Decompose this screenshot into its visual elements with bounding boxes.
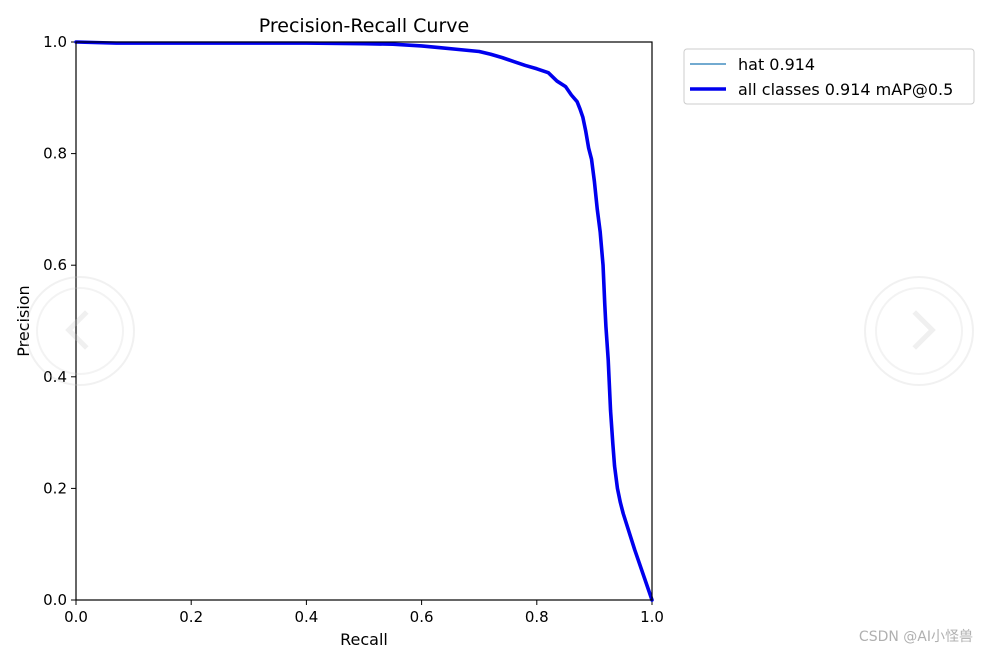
previous-button-ring xyxy=(36,287,124,375)
chart-title: Precision-Recall Curve xyxy=(259,15,469,37)
y-tick-label: 0.8 xyxy=(43,145,67,163)
x-tick-label: 0.8 xyxy=(525,608,549,626)
next-image-button[interactable] xyxy=(864,276,974,386)
x-tick-label: 0.2 xyxy=(179,608,203,626)
series-line-0 xyxy=(75,41,653,601)
legend: hat 0.914 all classes 0.914 mAP@0.5 xyxy=(683,48,975,105)
previous-image-button[interactable] xyxy=(25,276,135,386)
watermark: CSDN @AI小怪兽 xyxy=(858,629,973,645)
legend-label-0: hat 0.914 xyxy=(738,55,815,74)
x-tick-label: 1.0 xyxy=(640,608,664,626)
x-tick-label: 0.4 xyxy=(294,608,318,626)
x-axis-label: Recall xyxy=(340,630,388,649)
plot-area-frame xyxy=(75,41,653,601)
y-tick-label: 1.0 xyxy=(43,33,67,51)
series-layer xyxy=(74,40,654,602)
legend-box xyxy=(683,48,975,105)
y-tick-label: 0.2 xyxy=(43,479,67,497)
legend-label-1: all classes 0.914 mAP@0.5 xyxy=(738,80,953,99)
x-tick-label: 0.0 xyxy=(64,608,88,626)
y-tick-label: 0.0 xyxy=(43,591,67,609)
next-button-ring xyxy=(875,287,963,375)
series-line-1 xyxy=(74,40,654,602)
y-tick-label: 0.6 xyxy=(43,256,67,274)
x-tick-label: 0.6 xyxy=(410,608,434,626)
y-axis-ticks: 0.00.20.40.60.81.0 xyxy=(43,33,76,609)
x-axis-ticks: 0.0 0.2 0.4 0.6 0.8 1.0 xyxy=(64,600,664,626)
